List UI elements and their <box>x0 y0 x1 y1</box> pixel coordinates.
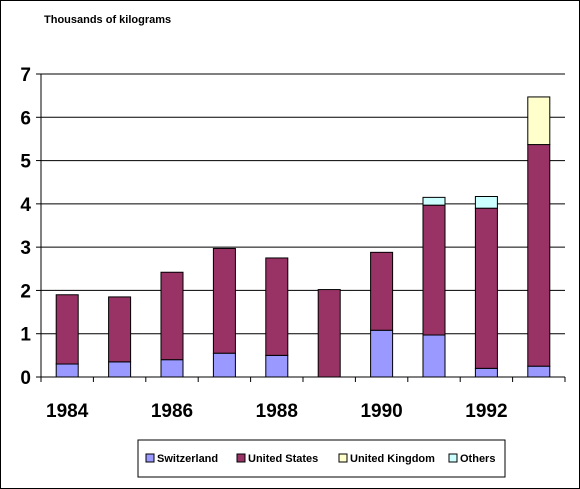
bar-segment-switzerland-1984 <box>55 363 79 378</box>
y-tick-label: 2 <box>20 281 31 302</box>
bar-segment-united-states-1993 <box>527 144 551 367</box>
bar-segment-switzerland-1993 <box>527 365 551 378</box>
bar-segment-united-states-1986 <box>160 271 184 361</box>
bar-segment-united-states-1991 <box>422 204 446 336</box>
y-tick-label: 0 <box>20 368 31 389</box>
y-tick-label: 4 <box>20 195 31 216</box>
legend-label: Switzerland <box>157 453 218 465</box>
y-axis-ticks: 0 1 2 3 4 5 6 7 <box>20 65 41 389</box>
bar-segment-united-states-1984 <box>55 294 79 365</box>
x-tick-label: 1992 <box>465 401 507 422</box>
x-tick-label: 1984 <box>46 401 89 422</box>
x-tick-label: 1986 <box>151 401 193 422</box>
bar-segment-switzerland-1985 <box>108 361 132 378</box>
bar-segment-others-1992 <box>474 195 498 209</box>
bar-segment-united-states-1989 <box>317 289 341 378</box>
bar-segment-united-states-1992 <box>474 207 498 369</box>
bar-segment-switzerland-1986 <box>160 359 184 378</box>
y-tick-label: 6 <box>20 108 31 129</box>
y-tick-label: 1 <box>20 325 31 346</box>
legend-label: Others <box>460 453 495 465</box>
bar-segment-switzerland-1988 <box>265 354 289 378</box>
legend: Switzerland United States United Kingdom Ot… <box>137 439 506 478</box>
x-axis-ticks: 1984 1986 1988 1990 1992 <box>40 377 566 422</box>
bar-segment-united-states-1990 <box>370 251 394 331</box>
bar-segment-united-states-1985 <box>108 296 132 363</box>
x-tick-label: 1990 <box>360 401 402 422</box>
legend-label: United States <box>248 453 318 465</box>
bars <box>55 96 551 378</box>
bar-segment-switzerland-1992 <box>474 367 498 378</box>
legend-swatch <box>338 453 348 463</box>
legend-box <box>137 439 506 478</box>
y-tick-label: 7 <box>20 65 31 86</box>
x-tick-label: 1988 <box>256 401 298 422</box>
unit-label: Thousands of kilograms <box>44 14 171 26</box>
bar-segment-united-states-1987 <box>212 247 236 354</box>
legend-swatch <box>145 453 155 463</box>
bar-segment-united-states-1988 <box>265 257 289 356</box>
legend-swatch <box>236 453 246 463</box>
bar-segment-switzerland-1987 <box>212 352 236 378</box>
bar-segment-others-1991 <box>422 196 446 206</box>
y-tick-label: 5 <box>20 152 31 173</box>
y-tick-label: 3 <box>20 238 31 259</box>
bar-segment-switzerland-1991 <box>422 334 446 378</box>
legend-swatch <box>448 453 458 463</box>
bar-segment-united-kingdom-1993 <box>527 96 551 146</box>
bar-segment-switzerland-1990 <box>370 329 394 378</box>
legend-label: United Kingdom <box>350 453 435 465</box>
